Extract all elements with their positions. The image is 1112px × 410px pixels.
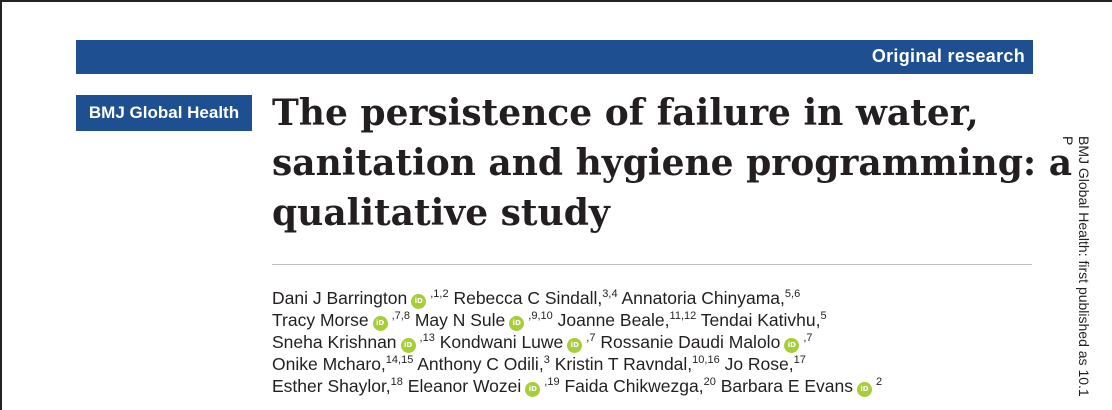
affiliation-marker: ,13 bbox=[419, 332, 435, 344]
affiliation-marker: 11,12 bbox=[669, 310, 697, 322]
author-entry: Sneha Krishnan iD,13 bbox=[272, 332, 435, 353]
affiliation-marker: 17 bbox=[793, 354, 806, 366]
affiliation-marker: 18 bbox=[390, 376, 403, 388]
author-entry: Anthony C Odili,3 bbox=[417, 354, 550, 374]
author-entry: Tracy Morse iD,7,8 bbox=[272, 310, 410, 331]
orcid-icon[interactable]: iD bbox=[567, 338, 583, 353]
orcid-icon[interactable]: iD bbox=[372, 316, 388, 331]
author-line: Dani J Barrington iD,1,2 Rebecca C Sindal… bbox=[272, 287, 1032, 309]
affiliation-marker: 5,6 bbox=[784, 288, 801, 300]
author-name: Rebecca C Sindall, bbox=[453, 288, 603, 308]
side-note-line: BMJ Global Health: first published as 10… bbox=[1076, 136, 1092, 397]
author-entry: Eleanor Wozei iD,19 bbox=[407, 376, 560, 397]
author-entry: Joanne Beale,11,12 bbox=[558, 310, 697, 330]
title-line: The persistence of failure in water, bbox=[272, 92, 979, 134]
author-entry: Jo Rose,17 bbox=[725, 354, 806, 374]
affiliation-marker: 3,4 bbox=[602, 288, 618, 300]
article-type-banner: Original research bbox=[76, 40, 1033, 74]
author-name: Rossanie Daudi Malolo bbox=[600, 332, 781, 352]
journal-name-badge: BMJ Global Health bbox=[76, 95, 252, 131]
author-line: Onike Mcharo,14,15 Anthony C Odili,3 Kri… bbox=[272, 353, 1032, 375]
affiliation-marker: ,7 bbox=[803, 332, 813, 344]
author-name: Joanne Beale, bbox=[557, 310, 670, 330]
orcid-icon[interactable]: iD bbox=[411, 294, 427, 309]
author-line: Sneha Krishnan iD,13 Kondwani Luwe iD,7 Ro… bbox=[272, 331, 1032, 353]
author-entry: Tendai Kativhu,5 bbox=[701, 310, 827, 330]
author-name: Onike Mcharo, bbox=[272, 354, 386, 374]
article-type-label: Original research bbox=[871, 46, 1025, 66]
author-entry: Dani J Barrington iD,1,2 bbox=[272, 288, 449, 309]
affiliation-marker: ,1,2 bbox=[430, 288, 449, 300]
title-divider bbox=[272, 264, 1032, 265]
affiliation-marker: 2 bbox=[876, 376, 883, 388]
author-entry: Esther Shaylor,18 bbox=[272, 376, 403, 396]
page-top-border bbox=[0, 0, 1112, 2]
author-entry: Faida Chikwezga,20 bbox=[564, 376, 715, 396]
title-line: sanitation and hygiene programming: a bbox=[272, 142, 1073, 184]
article-title: The persistence of failure in water, san… bbox=[272, 88, 1073, 238]
affiliation-marker: 20 bbox=[703, 376, 716, 388]
author-line: Tracy Morse iD,7,8 May N Sule iD,9,10 Joan… bbox=[272, 309, 1032, 331]
title-line: qualitative study bbox=[272, 192, 610, 234]
author-entry: Annatoria Chinyama,5,6 bbox=[621, 288, 800, 308]
author-list: Dani J Barrington iD,1,2 Rebecca C Sindal… bbox=[272, 287, 1032, 397]
author-name: Esther Shaylor, bbox=[272, 376, 391, 396]
author-line: Esther Shaylor,18 Eleanor Wozei iD,19 Fai… bbox=[272, 375, 1032, 397]
author-entry: Onike Mcharo,14,15 bbox=[272, 354, 413, 374]
affiliation-marker: ,19 bbox=[544, 376, 560, 388]
side-note-line: P bbox=[1060, 136, 1076, 146]
affiliation-marker: 5 bbox=[820, 310, 827, 322]
author-name: Annatoria Chinyama, bbox=[621, 288, 785, 308]
author-name: Kristin T Ravndal, bbox=[554, 354, 693, 374]
author-entry: Kondwani Luwe iD,7 bbox=[439, 332, 596, 353]
author-name: Tendai Kativhu, bbox=[700, 310, 821, 330]
author-name: Anthony C Odili, bbox=[417, 354, 544, 374]
author-entry: Rossanie Daudi Malolo iD,7 bbox=[600, 332, 813, 353]
affiliation-marker: 14,15 bbox=[385, 354, 414, 366]
page-left-border bbox=[0, 0, 2, 410]
affiliation-marker: 10,16 bbox=[692, 354, 720, 366]
author-entry: Rebecca C Sindall,3,4 bbox=[453, 288, 617, 308]
author-name: Tracy Morse bbox=[272, 310, 369, 330]
author-name: Sneha Krishnan bbox=[272, 332, 397, 352]
author-entry: Kristin T Ravndal,10,16 bbox=[555, 354, 720, 374]
orcid-icon[interactable]: iD bbox=[509, 316, 525, 331]
author-name: Jo Rose, bbox=[724, 354, 794, 374]
affiliation-marker: ,7 bbox=[586, 332, 596, 344]
orcid-icon[interactable]: iD bbox=[400, 338, 416, 353]
affiliation-marker: ,7,8 bbox=[391, 310, 410, 322]
side-citation-note: BMJ Global Health: first published as 10… bbox=[1060, 136, 1092, 397]
author-name: May N Sule bbox=[414, 310, 506, 330]
author-name: Barbara E Evans bbox=[720, 376, 853, 396]
author-entry: May N Sule iD,9,10 bbox=[414, 310, 553, 331]
author-name: Dani J Barrington bbox=[272, 288, 408, 308]
author-name: Faida Chikwezga, bbox=[564, 376, 704, 396]
author-name: Kondwani Luwe bbox=[439, 332, 564, 352]
orcid-icon[interactable]: iD bbox=[525, 382, 541, 397]
orcid-icon[interactable]: iD bbox=[784, 338, 800, 353]
author-name: Eleanor Wozei bbox=[407, 376, 522, 396]
author-entry: Barbara E Evans iD 2 bbox=[720, 376, 883, 397]
affiliation-marker: ,9,10 bbox=[528, 310, 553, 322]
affiliation-marker: 3 bbox=[543, 354, 550, 366]
orcid-icon[interactable]: iD bbox=[857, 382, 872, 397]
